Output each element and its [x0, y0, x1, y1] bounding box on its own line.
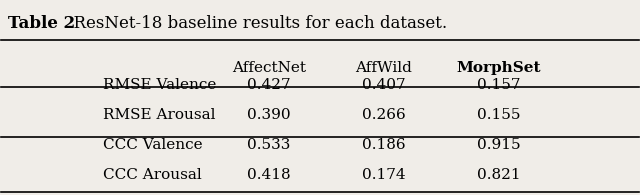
- Text: 0.427: 0.427: [247, 78, 291, 92]
- Text: RMSE Arousal: RMSE Arousal: [103, 108, 216, 122]
- Text: 0.915: 0.915: [477, 138, 520, 152]
- Text: AffWild: AffWild: [355, 61, 412, 75]
- Text: MorphSet: MorphSet: [456, 61, 541, 75]
- Text: Table 2: Table 2: [8, 15, 75, 32]
- Text: 0.418: 0.418: [247, 168, 291, 182]
- Text: 0.390: 0.390: [247, 108, 291, 122]
- Text: 0.174: 0.174: [362, 168, 406, 182]
- Text: 0.157: 0.157: [477, 78, 520, 92]
- Text: CCC Valence: CCC Valence: [103, 138, 203, 152]
- Text: 0.821: 0.821: [477, 168, 520, 182]
- Text: RMSE Valence: RMSE Valence: [103, 78, 217, 92]
- Text: AffectNet: AffectNet: [232, 61, 306, 75]
- Text: 0.533: 0.533: [247, 138, 291, 152]
- Text: 0.266: 0.266: [362, 108, 406, 122]
- Text: 0.155: 0.155: [477, 108, 520, 122]
- Text: CCC Arousal: CCC Arousal: [103, 168, 202, 182]
- Text: . ResNet-18 baseline results for each dataset.: . ResNet-18 baseline results for each da…: [63, 15, 447, 32]
- Text: 0.186: 0.186: [362, 138, 406, 152]
- Text: 0.407: 0.407: [362, 78, 406, 92]
